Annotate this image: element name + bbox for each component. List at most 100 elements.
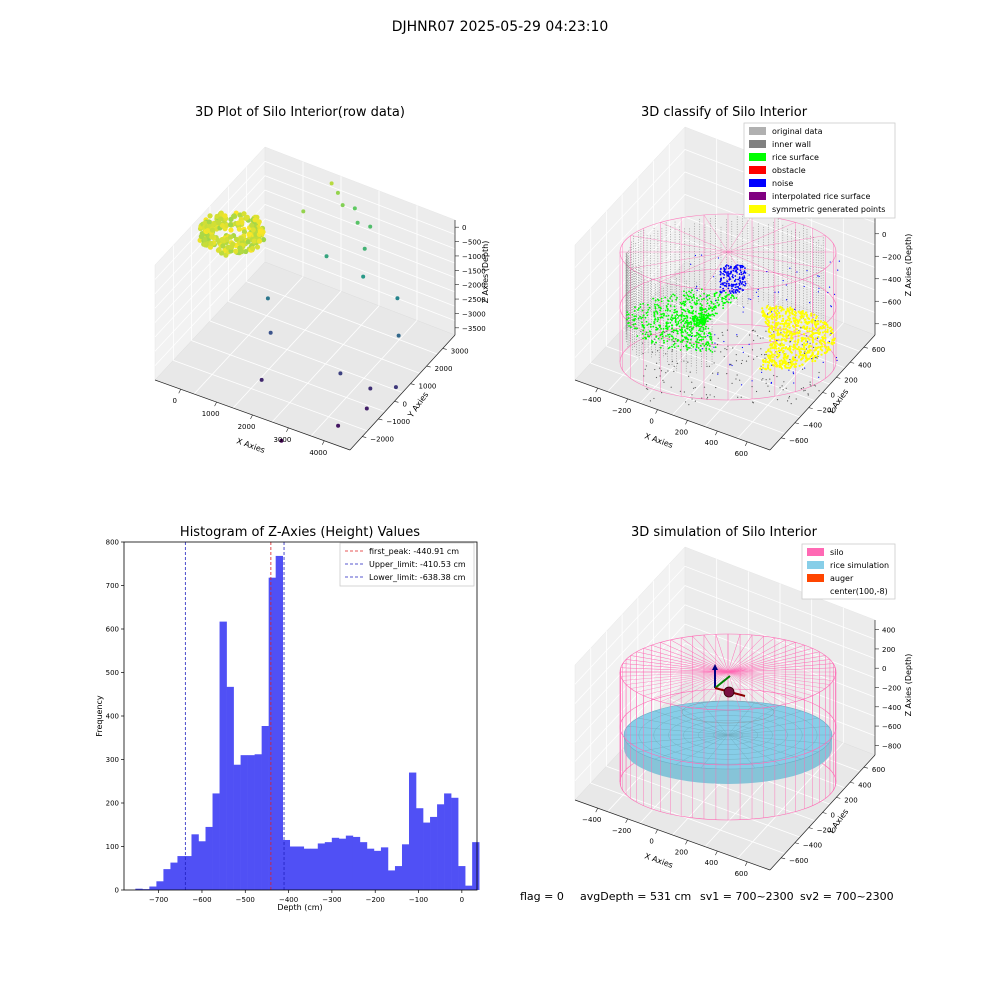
symmetric-point	[797, 335, 800, 338]
rice-surface-point	[702, 297, 705, 300]
rice-surface-point	[703, 310, 706, 313]
classify-legend-label: noise	[772, 179, 793, 188]
z-tick-label: −400	[882, 704, 901, 712]
rice-surface-point	[635, 315, 637, 318]
classify-3d-zlabel: Z Axies (Depth)	[904, 234, 913, 297]
y-tick-label: −400	[803, 842, 822, 850]
rice-surface-point	[696, 324, 699, 327]
symmetric-point	[777, 355, 780, 358]
histogram-legend-label: Lower_limit: -638.38 cm	[369, 573, 466, 582]
original-point	[788, 397, 790, 399]
symmetric-point	[794, 347, 797, 350]
y-tick-label: −600	[789, 437, 808, 445]
symmetric-point	[761, 309, 765, 312]
symmetric-point	[812, 332, 815, 335]
y-tick	[442, 348, 447, 350]
rice-surface-point	[674, 316, 677, 319]
symmetric-point	[800, 316, 803, 320]
symmetric-point	[783, 325, 786, 328]
original-point	[726, 373, 728, 375]
rice-surface-point	[640, 317, 643, 320]
rice-surface-point	[680, 332, 683, 334]
rice-surface-point	[700, 314, 703, 317]
rice-surface-point	[693, 315, 696, 318]
rice-surface-point	[696, 300, 698, 302]
x-axis-line	[574, 799, 771, 871]
noise-point	[739, 264, 741, 267]
rice-surface-point	[699, 318, 702, 321]
noise-point	[730, 292, 732, 294]
grid-line	[154, 204, 456, 323]
original-point	[773, 331, 775, 333]
noise-point	[701, 348, 704, 350]
symmetric-point	[765, 351, 768, 354]
original-point	[672, 340, 674, 342]
noise-point	[734, 265, 737, 267]
noise-point	[789, 267, 791, 269]
rice-surface-point	[691, 311, 694, 314]
rice-surface-point	[676, 313, 678, 316]
classify-legend-swatch	[749, 205, 766, 213]
silo-roof-spoke	[660, 642, 729, 673]
original-point	[706, 398, 708, 400]
noise-point	[729, 363, 731, 365]
symmetric-point	[811, 321, 814, 324]
footer-avg-depth: avgDepth = 531 cm	[580, 890, 691, 903]
original-point	[679, 390, 681, 392]
original-point	[664, 331, 666, 333]
noise-point	[700, 254, 703, 256]
symmetric-point	[796, 331, 799, 334]
rice-surface-point	[629, 326, 632, 329]
symmetric-point	[777, 328, 780, 331]
footer-flag: flag = 0	[520, 890, 564, 903]
symmetric-point	[783, 322, 786, 325]
histogram-x-tick-label: −400	[279, 896, 298, 904]
rice-surface-point	[639, 303, 642, 306]
silo-roof-spoke	[727, 634, 753, 673]
symmetric-point	[796, 347, 799, 351]
classify-legend-label: symmetric generated points	[772, 205, 885, 214]
classify-legend-label: obstacle	[772, 166, 806, 175]
y-tick	[362, 436, 367, 438]
rice-surface-point	[689, 295, 692, 298]
classify-legend-swatch	[749, 192, 766, 200]
symmetric-point	[831, 338, 834, 342]
symmetric-point	[772, 341, 775, 344]
rice-surface-point	[702, 328, 705, 331]
rice-surface-point	[683, 290, 685, 293]
histogram-bar	[352, 836, 361, 890]
histogram-bar	[373, 850, 382, 890]
rice-surface-point	[671, 330, 674, 333]
original-point	[789, 358, 791, 361]
noise-point	[743, 276, 746, 279]
rice-surface-point	[699, 326, 702, 328]
symmetric-point	[823, 345, 826, 348]
cluster-point	[236, 226, 242, 232]
histogram-bar	[296, 846, 305, 890]
rice-surface-point	[681, 339, 684, 342]
simulation-3d-rice	[623, 700, 833, 784]
symmetric-point	[761, 314, 765, 317]
rice-surface-point	[676, 296, 678, 299]
classify-3d-symmetric-points	[759, 304, 836, 371]
noise-point	[744, 284, 746, 287]
x-tick	[214, 401, 217, 407]
symmetric-point	[788, 367, 791, 370]
rice-surface-point	[714, 306, 717, 309]
rice-surface-point	[662, 327, 665, 330]
symmetric-point	[824, 321, 827, 325]
symmetric-point	[798, 331, 801, 334]
rice-surface-point	[691, 332, 693, 334]
original-point	[761, 379, 763, 381]
histogram-bar	[317, 843, 326, 890]
rice-surface-point	[670, 335, 673, 337]
rice-surface-point	[662, 330, 665, 333]
rice-surface-point	[687, 346, 690, 349]
original-point	[724, 348, 726, 350]
noise-point	[742, 289, 745, 292]
symmetric-point	[828, 327, 831, 330]
rice-surface-point	[653, 315, 656, 318]
silo-roof-spoke	[727, 651, 820, 673]
z-tick-label: −200	[882, 253, 901, 261]
noise-point	[770, 381, 772, 384]
